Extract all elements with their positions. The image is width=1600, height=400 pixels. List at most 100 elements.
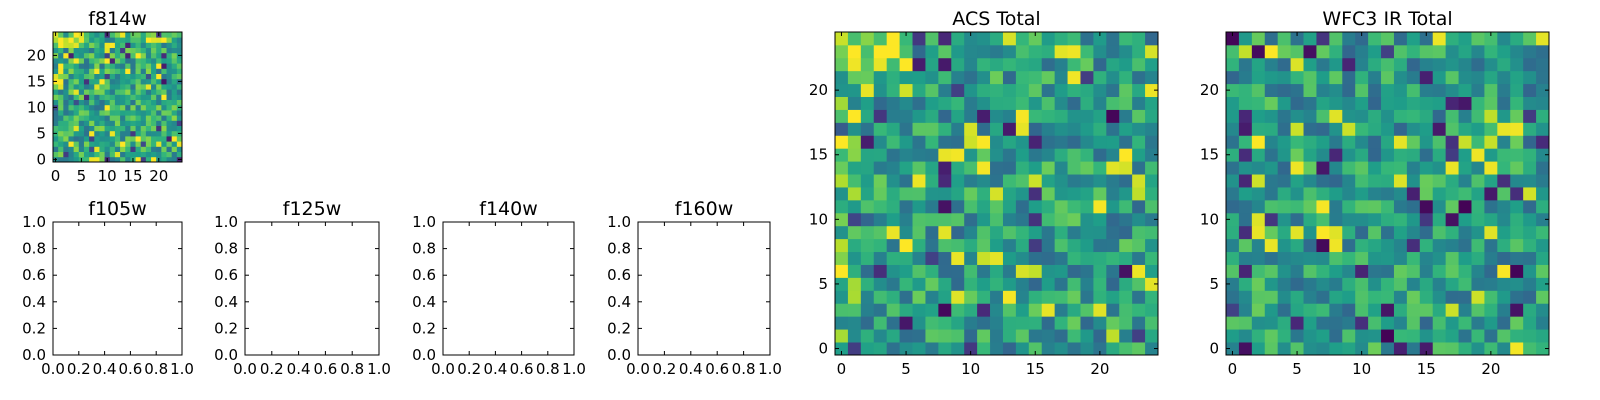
- heatmap-cell: [847, 238, 862, 253]
- heatmap-cell: [83, 58, 90, 64]
- heatmap-cell: [847, 290, 862, 304]
- heatmap-cell: [1132, 225, 1146, 240]
- heatmap-cell: [135, 68, 142, 74]
- heatmap-cell: [104, 47, 111, 54]
- axes-frame: [52, 221, 183, 356]
- heatmap-cell: [1132, 277, 1146, 291]
- heatmap-cell: [1264, 122, 1279, 136]
- heatmap-cell: [1238, 342, 1253, 356]
- heatmap-cell: [1015, 316, 1030, 330]
- heatmap-cell: [145, 104, 152, 111]
- heatmap-cell: [951, 57, 965, 72]
- heatmap-cell: [860, 122, 875, 136]
- heatmap-cell: [83, 78, 90, 85]
- x-tick-label: 0: [837, 360, 847, 378]
- heatmap-cell: [886, 225, 900, 240]
- heatmap-cell: [1251, 264, 1266, 278]
- heatmap-cell: [1226, 122, 1240, 136]
- heatmap-cell: [886, 212, 900, 227]
- x-tick-label: 20: [1090, 360, 1109, 378]
- heatmap-cell: [1419, 277, 1434, 291]
- heatmap-cell: [1054, 212, 1068, 227]
- heatmap-cell: [1093, 225, 1107, 240]
- heatmap-cell: [99, 120, 105, 126]
- heatmap-cell: [63, 146, 69, 152]
- heatmap-cell: [68, 125, 75, 132]
- heatmap-cell: [1471, 290, 1485, 304]
- heatmap-cell: [847, 174, 862, 188]
- heatmap-cell: [860, 57, 875, 72]
- heatmap-cell: [1132, 251, 1146, 265]
- heatmap-cell: [1041, 83, 1056, 97]
- heatmap-cell: [1329, 122, 1343, 136]
- y-tick-label: 10: [809, 210, 828, 228]
- heatmap-cell: [1355, 57, 1369, 72]
- heatmap-cell: [1523, 187, 1537, 201]
- heatmap-cell: [1264, 161, 1279, 175]
- heatmap-cell: [1381, 83, 1395, 97]
- heatmap-cell: [104, 52, 111, 59]
- heatmap-cell: [1393, 135, 1408, 149]
- heatmap-cell: [83, 146, 90, 152]
- heatmap-cell: [1523, 238, 1537, 253]
- heatmap-cell: [94, 110, 100, 116]
- heatmap-cell: [166, 110, 173, 116]
- heatmap-cell: [83, 52, 90, 59]
- heatmap-cell: [912, 199, 926, 214]
- heatmap-cell: [1093, 303, 1107, 317]
- heatmap-cell: [1445, 303, 1459, 317]
- heatmap-cell: [166, 104, 173, 111]
- heatmap-cell: [1419, 212, 1434, 227]
- heatmap-cell: [964, 44, 978, 59]
- heatmap-cell: [104, 58, 111, 64]
- heatmap-cell: [1536, 83, 1550, 97]
- heatmap-cell: [899, 187, 913, 201]
- heatmap-cell: [166, 156, 173, 163]
- heatmap-cell: [58, 94, 64, 100]
- heatmap-cell: [951, 187, 965, 201]
- heatmap-cell: [1028, 199, 1043, 214]
- heatmap-cell: [1329, 212, 1343, 227]
- heatmap-cell: [1002, 32, 1017, 46]
- heatmap-cell: [1458, 277, 1472, 291]
- heatmap-cell: [964, 199, 978, 214]
- heatmap-cell: [1432, 161, 1447, 175]
- heatmap-cell: [1067, 32, 1081, 46]
- heatmap-cell: [151, 141, 157, 147]
- heatmap-cell: [1303, 212, 1317, 227]
- heatmap-cell: [1093, 290, 1107, 304]
- heatmap-cell: [1251, 329, 1266, 343]
- heatmap-cell: [964, 303, 978, 317]
- heatmap-cell: [1406, 32, 1421, 46]
- heatmap-cell: [925, 264, 939, 278]
- heatmap-cell: [886, 122, 900, 136]
- heatmap-cell: [68, 84, 75, 90]
- heatmap-cell: [94, 73, 100, 80]
- heatmap-cell: [145, 89, 152, 95]
- heatmap-cell: [1119, 187, 1133, 201]
- heatmap-cell: [1106, 148, 1120, 162]
- heatmap-cell: [145, 136, 152, 142]
- heatmap-cell: [964, 109, 978, 123]
- heatmap-cell: [912, 316, 926, 330]
- heatmap-cell: [114, 78, 121, 85]
- heatmap-cell: [964, 122, 978, 136]
- heatmap-cell: [171, 73, 178, 80]
- heatmap-cell: [104, 151, 111, 158]
- heatmap-cell: [1028, 161, 1043, 175]
- heatmap-cell: [1342, 96, 1356, 110]
- heatmap-cell: [68, 32, 75, 38]
- heatmap-cell: [140, 120, 147, 126]
- y-tick-label: 0.2: [214, 319, 238, 337]
- heatmap-cell: [104, 141, 111, 147]
- x-tick-label: 20: [149, 167, 168, 185]
- heatmap-cell: [109, 110, 116, 116]
- heatmap-cell: [899, 70, 913, 85]
- heatmap-cell: [171, 136, 178, 142]
- heatmap-cell: [73, 151, 80, 158]
- heatmap-cell: [156, 42, 162, 48]
- heatmap-cell: [1393, 199, 1408, 214]
- heatmap-cell: [1251, 251, 1266, 265]
- heatmap-cell: [58, 42, 64, 48]
